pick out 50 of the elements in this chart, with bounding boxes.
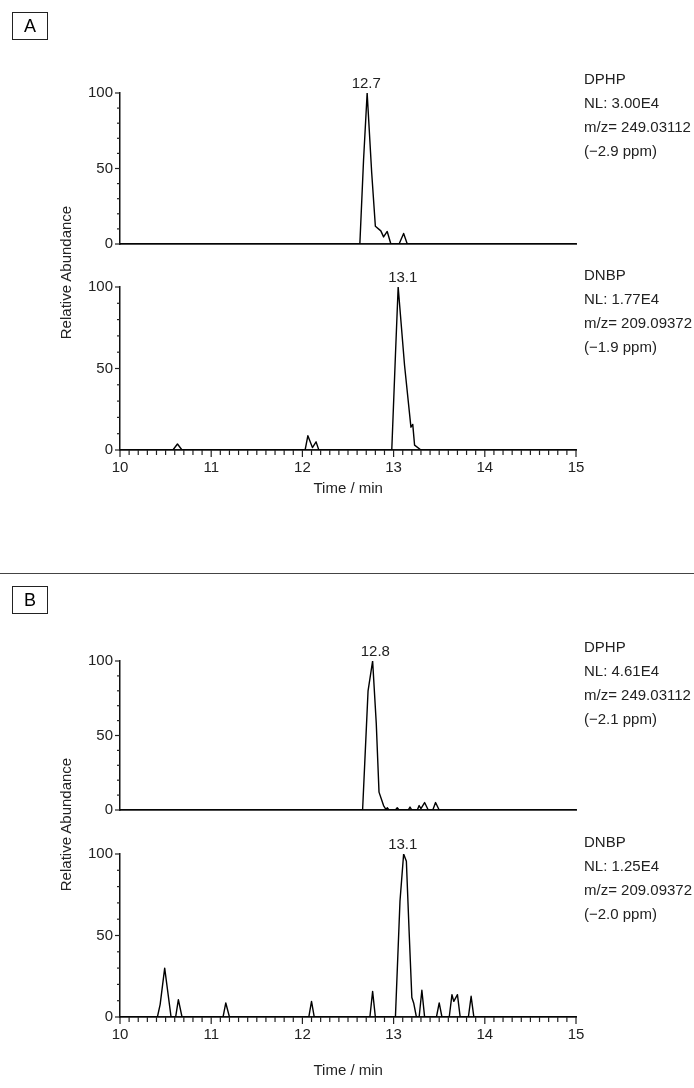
- y-tick-label: 0: [104, 1007, 113, 1025]
- text: NL: 1.25E4: [584, 856, 661, 876]
- x-tick-label: 12: [294, 1025, 311, 1043]
- y-tick-label: 50: [96, 358, 113, 376]
- x-tick-label: 10: [111, 458, 129, 476]
- text: m/z= 249.03112: [584, 117, 691, 137]
- y-tick-label: 50: [96, 158, 113, 176]
- text: DNBP: [584, 265, 627, 285]
- x-tick-label: 13: [385, 1025, 402, 1043]
- chart-title: A: [12, 12, 48, 40]
- text: (−1.9 ppm): [584, 337, 658, 357]
- y-tick-label: 100: [87, 844, 113, 862]
- text: NL: 4.61E4: [584, 661, 661, 681]
- x-tick-label: 15: [567, 458, 585, 476]
- x-tick-label: 13: [385, 458, 402, 476]
- x-axis-title: Time / min: [313, 1061, 383, 1078]
- text: DPHP: [584, 69, 627, 89]
- y-tick-label: 100: [87, 83, 113, 101]
- annotation: 13.1: [388, 267, 418, 285]
- x-tick-label: 14: [476, 458, 494, 476]
- y-tick-label: 0: [104, 234, 113, 252]
- text: DPHP: [584, 637, 627, 657]
- x-axis-title: Time / min: [313, 479, 383, 496]
- x-tick-label: 12: [294, 458, 311, 476]
- y-tick-label: 50: [96, 725, 113, 743]
- text: (−2.9 ppm): [584, 141, 658, 161]
- annotation: 12.8: [360, 641, 390, 659]
- text: (−2.1 ppm): [584, 709, 658, 729]
- text: (−2.0 ppm): [584, 904, 658, 924]
- x-tick-label: 14: [476, 1025, 494, 1043]
- y-tick-label: 100: [87, 651, 113, 669]
- text: NL: 3.00E4: [584, 93, 661, 113]
- y-tick-label: 0: [104, 440, 113, 458]
- text: NL: 1.77E4: [584, 289, 661, 309]
- y-tick-label: 100: [87, 277, 113, 295]
- y-axis-title: Relative Abundance: [56, 757, 74, 891]
- text: DNBP: [584, 832, 627, 852]
- y-tick-label: 0: [104, 800, 113, 818]
- x-tick-label: 10: [111, 1025, 129, 1043]
- text: m/z= 249.03112: [584, 685, 691, 705]
- y-tick-label: 50: [96, 925, 113, 943]
- chart-title: B: [12, 586, 48, 614]
- text: m/z= 209.09372: [584, 880, 692, 900]
- x-tick-label: 11: [203, 458, 219, 476]
- x-tick-label: 11: [203, 1025, 219, 1043]
- text: m/z= 209.09372: [584, 313, 692, 333]
- y-axis-title: Relative Abundance: [56, 205, 74, 339]
- annotation: 12.7: [351, 73, 381, 91]
- annotation: 13.1: [388, 834, 418, 852]
- x-tick-label: 15: [567, 1025, 585, 1043]
